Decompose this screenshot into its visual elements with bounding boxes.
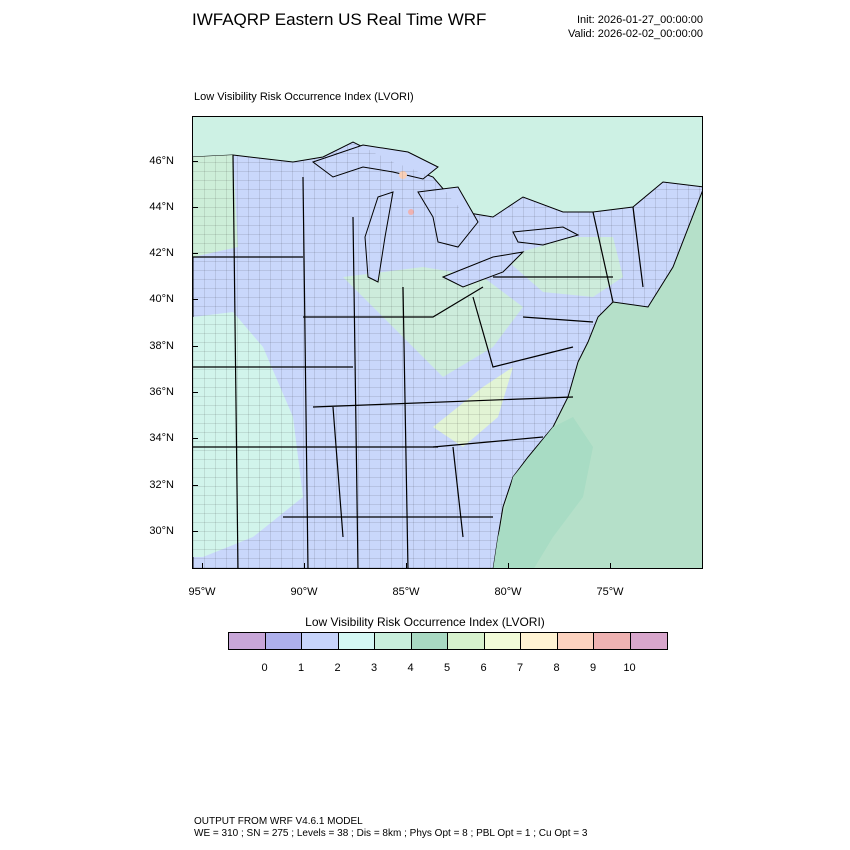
lat-label: 40°N: [149, 293, 174, 305]
footer-line-2: WE = 310 ; SN = 275 ; Levels = 38 ; Dis …: [194, 828, 588, 839]
legend-colorbar: [228, 632, 668, 650]
lat-tick: [192, 253, 198, 254]
lat-label: 42°N: [149, 247, 174, 259]
lon-tick: [508, 563, 509, 569]
lat-label: 46°N: [149, 155, 174, 167]
lat-tick: [192, 161, 198, 162]
lon-tick: [610, 563, 611, 569]
lon-tick: [304, 563, 305, 569]
lat-tick: [192, 299, 198, 300]
footer-line-1: OUTPUT FROM WRF V4.6.1 MODEL: [194, 816, 363, 827]
lat-label: 34°N: [149, 432, 174, 444]
legend-title: Low Visibility Risk Occurrence Index (LV…: [305, 615, 545, 629]
lon-tick: [202, 563, 203, 569]
legend-swatch: [557, 633, 594, 649]
lon-label: 90°W: [290, 586, 318, 598]
legend-label: 2: [334, 662, 341, 674]
lat-tick: [192, 485, 198, 486]
model-footer: OUTPUT FROM WRF V4.6.1 MODEL WE = 310 ; …: [194, 816, 587, 840]
valid-time: Valid: 2026-02-02_00:00:00: [568, 28, 703, 40]
lat-label: 30°N: [149, 525, 174, 537]
lat-label: 36°N: [149, 386, 174, 398]
lat-tick: [192, 438, 198, 439]
lat-tick: [192, 531, 198, 532]
legend-label: 0: [261, 662, 268, 674]
legend-swatch: [411, 633, 448, 649]
canada-region: [193, 117, 702, 217]
lat-label: 32°N: [149, 479, 174, 491]
legend-swatch: [375, 633, 412, 649]
legend-label: 10: [623, 662, 636, 674]
lat-tick: [192, 207, 198, 208]
legend-label: 5: [443, 662, 451, 674]
legend-label: 7: [516, 662, 524, 674]
state-boundaries: [193, 154, 644, 568]
lon-label: 75°W: [596, 586, 624, 598]
field-title: Low Visibility Risk Occurrence Index (LV…: [194, 91, 414, 103]
legend-swatch: [594, 633, 631, 649]
legend-swatch: [302, 633, 339, 649]
legend-swatch: [484, 633, 521, 649]
county-grid: [193, 142, 702, 568]
map-plot: [193, 117, 702, 568]
legend-label: 4: [407, 662, 414, 674]
legend-swatch: [265, 633, 302, 649]
legend-label: 9: [589, 662, 597, 674]
legend-swatch: [229, 633, 266, 649]
lat-tick: [192, 346, 198, 347]
legend-label: 3: [370, 662, 378, 674]
legend-label: 8: [553, 662, 560, 674]
legend-swatch: [630, 633, 667, 649]
lon-tick: [406, 563, 407, 569]
map-panel: [192, 116, 703, 569]
main-title: IWFAQRP Eastern US Real Time WRF: [192, 10, 487, 29]
legend-swatch: [338, 633, 375, 649]
lon-label: 95°W: [188, 586, 216, 598]
run-info: Init: 2026-01-27_00:00:00 Valid: 2026-02…: [568, 13, 703, 41]
high-risk-coast: [493, 417, 593, 568]
legend-swatch: [448, 633, 485, 649]
lon-label: 80°W: [494, 586, 522, 598]
legend-label: 6: [480, 662, 487, 674]
init-time: Init: 2026-01-27_00:00:00: [577, 14, 703, 26]
lat-tick: [192, 392, 198, 393]
lat-label: 44°N: [149, 201, 174, 213]
legend-swatch: [521, 633, 558, 649]
lon-label: 85°W: [392, 586, 420, 598]
legend-label: 1: [297, 662, 305, 674]
lat-label: 38°N: [149, 340, 174, 352]
